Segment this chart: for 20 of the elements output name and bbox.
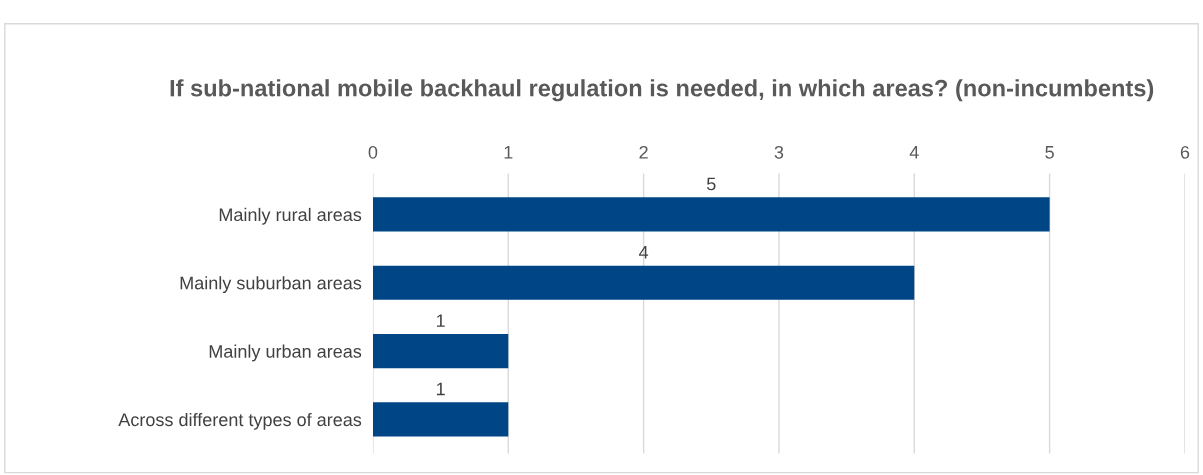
- x-tick-label: 2: [639, 145, 648, 159]
- x-tick-label: 4: [909, 146, 919, 159]
- x-tick-label: 5: [1045, 146, 1054, 159]
- data-label: 1: [436, 382, 445, 396]
- x-tick-label: 3: [774, 145, 784, 159]
- y-tick-label: Across different types of areas: [118, 412, 362, 430]
- x-tick-label: 0: [368, 145, 378, 159]
- data-label: 4: [639, 246, 649, 259]
- bar: [372, 265, 915, 300]
- data-label: 5: [706, 177, 716, 191]
- bar: [372, 197, 1050, 232]
- data-label: 1: [436, 314, 445, 327]
- y-tick-label: Mainly urban areas: [209, 344, 362, 362]
- bar: [372, 402, 509, 437]
- y-tick-label: Mainly suburban areas: [180, 276, 362, 294]
- y-tick-label: Mainly rural areas: [219, 207, 362, 225]
- chart-title: If sub-national mobile backhaul regulation is needed, in which areas? (non-incumbents): [170, 79, 1154, 102]
- bar: [372, 334, 509, 369]
- x-tick-label: 1: [504, 146, 513, 159]
- x-tick-label: 6: [1180, 145, 1190, 159]
